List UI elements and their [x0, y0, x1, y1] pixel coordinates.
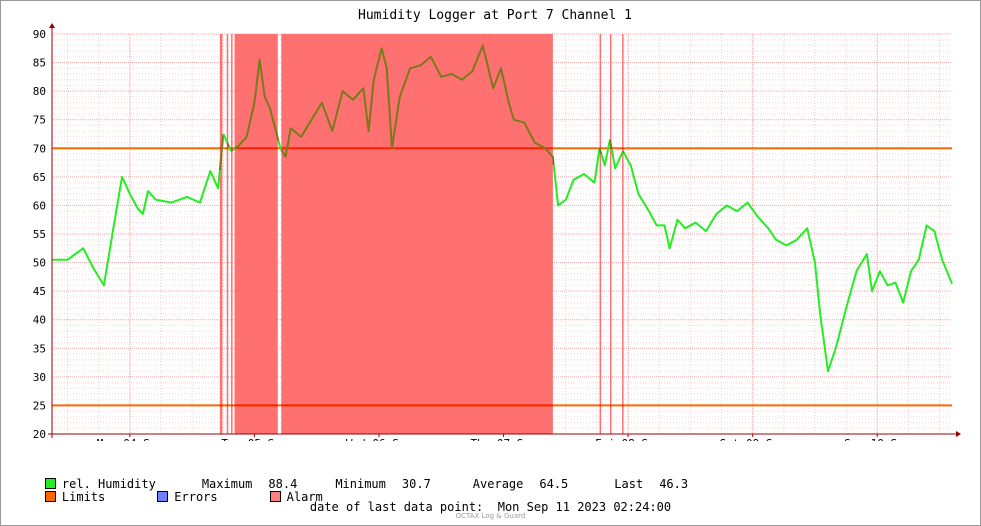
y-tick-label: 65 — [33, 171, 46, 184]
y-tick-label: 90 — [33, 28, 46, 41]
errors-label: Errors — [174, 490, 218, 504]
y-tick-label: 75 — [33, 114, 46, 127]
watermark: OCTAX Log & Guard — [455, 512, 526, 520]
y-tick-label: 85 — [33, 57, 46, 70]
limits-label: Limits — [61, 490, 106, 504]
alarm-band — [599, 34, 602, 434]
x-tick-label: Mon 04 Sep — [97, 437, 163, 441]
y-tick-label: 55 — [33, 228, 46, 241]
y-tick-label: 70 — [33, 142, 46, 155]
chart-title: Humidity Logger at Port 7 Channel 1 — [358, 8, 632, 23]
legend-series-label: rel. Humidity — [61, 477, 156, 491]
x-tick-label: Tue 05 Sep — [221, 437, 287, 441]
humidity-line — [609, 139, 613, 150]
y-tick-label: 80 — [33, 85, 46, 98]
limits-swatch-icon — [44, 491, 56, 502]
humidity-line — [52, 170, 221, 287]
last-value: 46.3 — [659, 477, 689, 491]
maximum-label: Maximum — [201, 477, 253, 491]
last-label: Last — [614, 477, 644, 491]
last-data-point-label: date of last data point: — [309, 500, 484, 514]
alarm-band — [281, 34, 553, 434]
humidity-line — [600, 139, 611, 167]
alarm-band — [226, 34, 229, 434]
legend-stats-row: rel. Humidity Maximum 88.4 Minimum 30.7 Avera… — [16, 463, 688, 505]
last-data-point-value: Mon Sep 11 2023 02:24:00 — [497, 500, 672, 514]
humidity-line — [234, 58, 280, 150]
alarm-band — [231, 34, 233, 434]
y-tick-label: 30 — [33, 371, 46, 384]
humidity-line — [226, 142, 231, 148]
y-tick-label: 35 — [33, 342, 46, 355]
errors-swatch-icon — [157, 491, 169, 502]
x-tick-label: Fri 08 Sep — [595, 437, 661, 441]
humidity-line — [218, 133, 225, 171]
minimum-value: 30.7 — [401, 477, 431, 491]
alarm-band — [219, 34, 223, 434]
humidity-line — [232, 147, 236, 151]
humidity-swatch-icon — [44, 478, 56, 489]
y-tick-label: 60 — [33, 199, 46, 212]
humidity-line — [280, 44, 555, 166]
alarm-swatch-icon — [269, 491, 281, 502]
humidity-line — [552, 148, 601, 207]
y-tick-label: 25 — [33, 399, 46, 412]
x-tick-label: Thu 07 Sep — [470, 437, 536, 441]
x-tick-label: Sun 10 Sep — [844, 437, 910, 441]
humidity-line — [277, 140, 283, 151]
x-tick-label: Wed 06 Sep — [346, 437, 412, 441]
humidity-line — [610, 149, 624, 170]
average-value: 64.5 — [539, 477, 569, 491]
humidity-line — [622, 150, 625, 154]
alarm-label: Alarm — [286, 490, 323, 504]
y-tick-label: 20 — [33, 428, 46, 441]
humidity-line — [598, 148, 603, 155]
legend-categories-row: Limits Errors Alarm — [16, 476, 323, 518]
humidity-line — [222, 133, 229, 144]
y-tick-label: 45 — [33, 285, 46, 298]
alarm-band — [622, 34, 624, 434]
minimum-label: Minimum — [335, 477, 386, 491]
alarm-band — [609, 34, 612, 434]
y-tick-label: 40 — [33, 314, 46, 327]
average-label: Average — [472, 477, 524, 491]
x-tick-label: Sat 09 Sep — [720, 437, 786, 441]
humidity-chart: Humidity Logger at Port 7 Channel 1 20 25… — [33, 8, 961, 441]
x-axis-arrow-icon — [956, 431, 961, 437]
humidity-line — [230, 148, 234, 152]
y-tick-label: 50 — [33, 257, 46, 270]
y-axis-arrow-icon — [49, 23, 55, 28]
alarm-band — [234, 34, 278, 434]
maximum-value: 88.4 — [268, 477, 298, 491]
last-data-point: date of last data point: Mon Sep 11 2023… — [1, 500, 980, 514]
humidity-line — [623, 152, 953, 373]
